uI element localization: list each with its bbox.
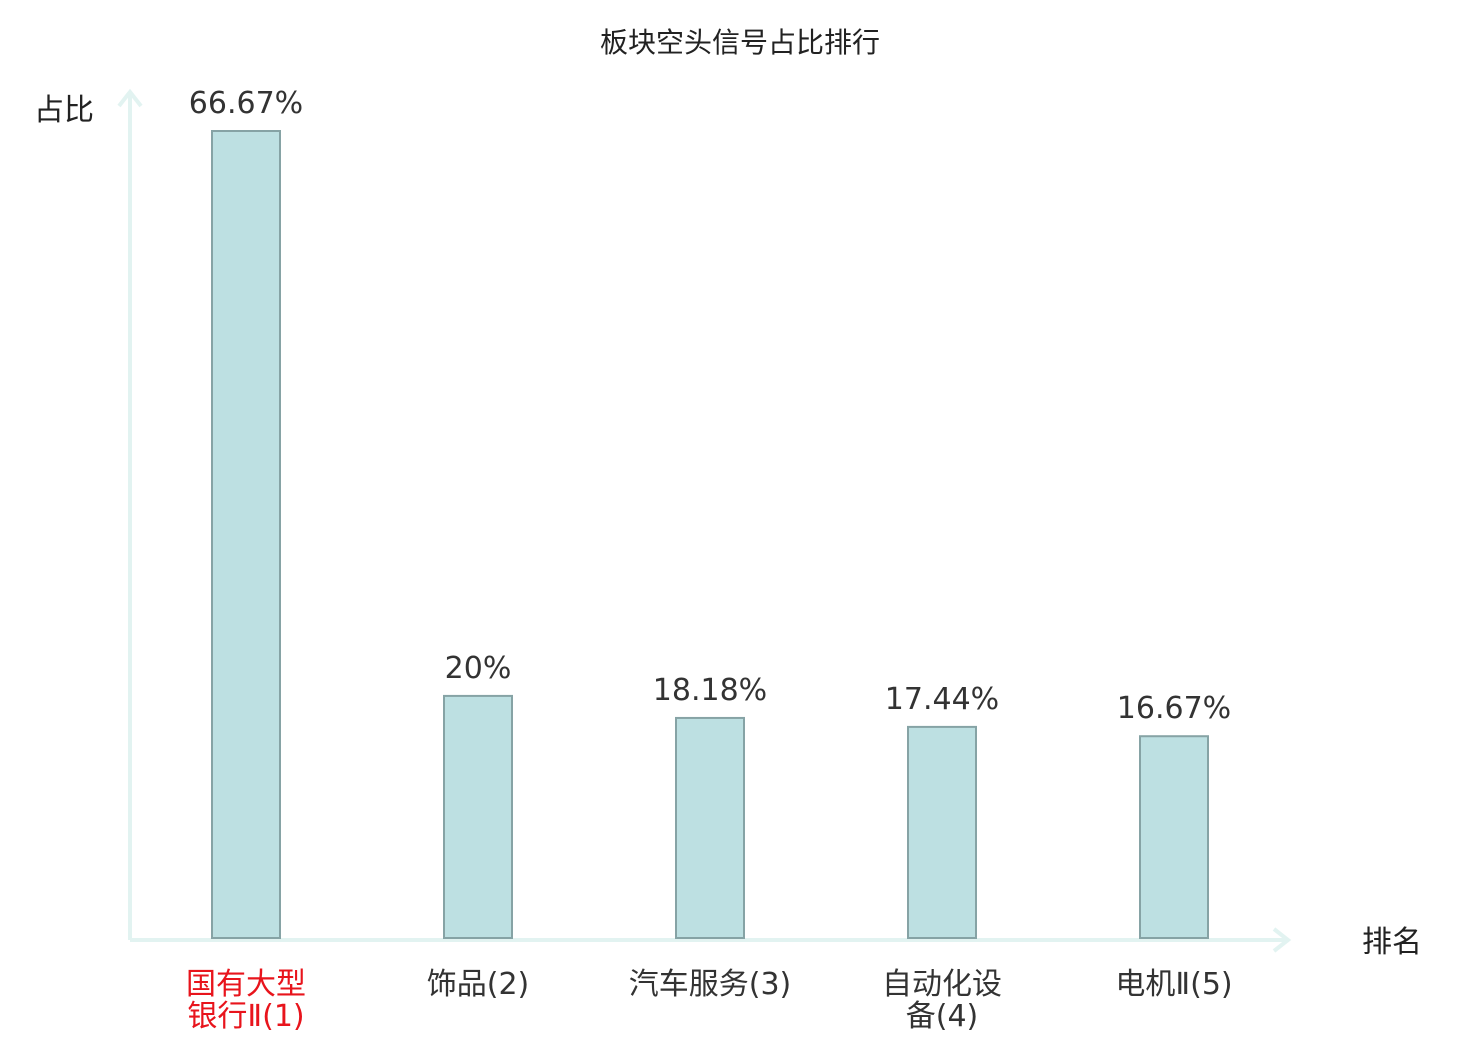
value-label-3: 18.18% (653, 673, 767, 708)
category-label-1-line-1: 国有大型 (186, 967, 306, 1002)
value-label-5: 16.67% (1117, 691, 1231, 726)
value-label-2: 20% (445, 651, 512, 686)
x-axis-label: 排名 (1362, 925, 1422, 960)
y-axis-arrow (117, 88, 143, 108)
bar-2 (443, 694, 513, 939)
category-label-5-line-1: 电机Ⅱ(5) (1115, 967, 1232, 1002)
category-label-1-line-2: 银行Ⅱ(1) (187, 999, 304, 1034)
category-label-3-line-1: 汽车服务(3) (629, 967, 792, 1002)
y-axis-label: 占比 (34, 93, 94, 128)
bar-5 (1139, 735, 1209, 939)
category-label-4-line-1: 自动化设 (882, 967, 1002, 1002)
category-label-2-line-1: 饰品(2) (427, 967, 530, 1002)
chart-title: 板块空头信号占比排行 (600, 26, 880, 59)
bar-4 (907, 725, 977, 939)
value-label-1: 66.67% (189, 86, 303, 121)
bar-1 (211, 130, 281, 939)
x-axis-arrow (1272, 927, 1292, 953)
value-label-4: 17.44% (885, 682, 999, 717)
bar-3 (675, 716, 745, 939)
category-label-4-line-2: 备(4) (906, 999, 979, 1034)
